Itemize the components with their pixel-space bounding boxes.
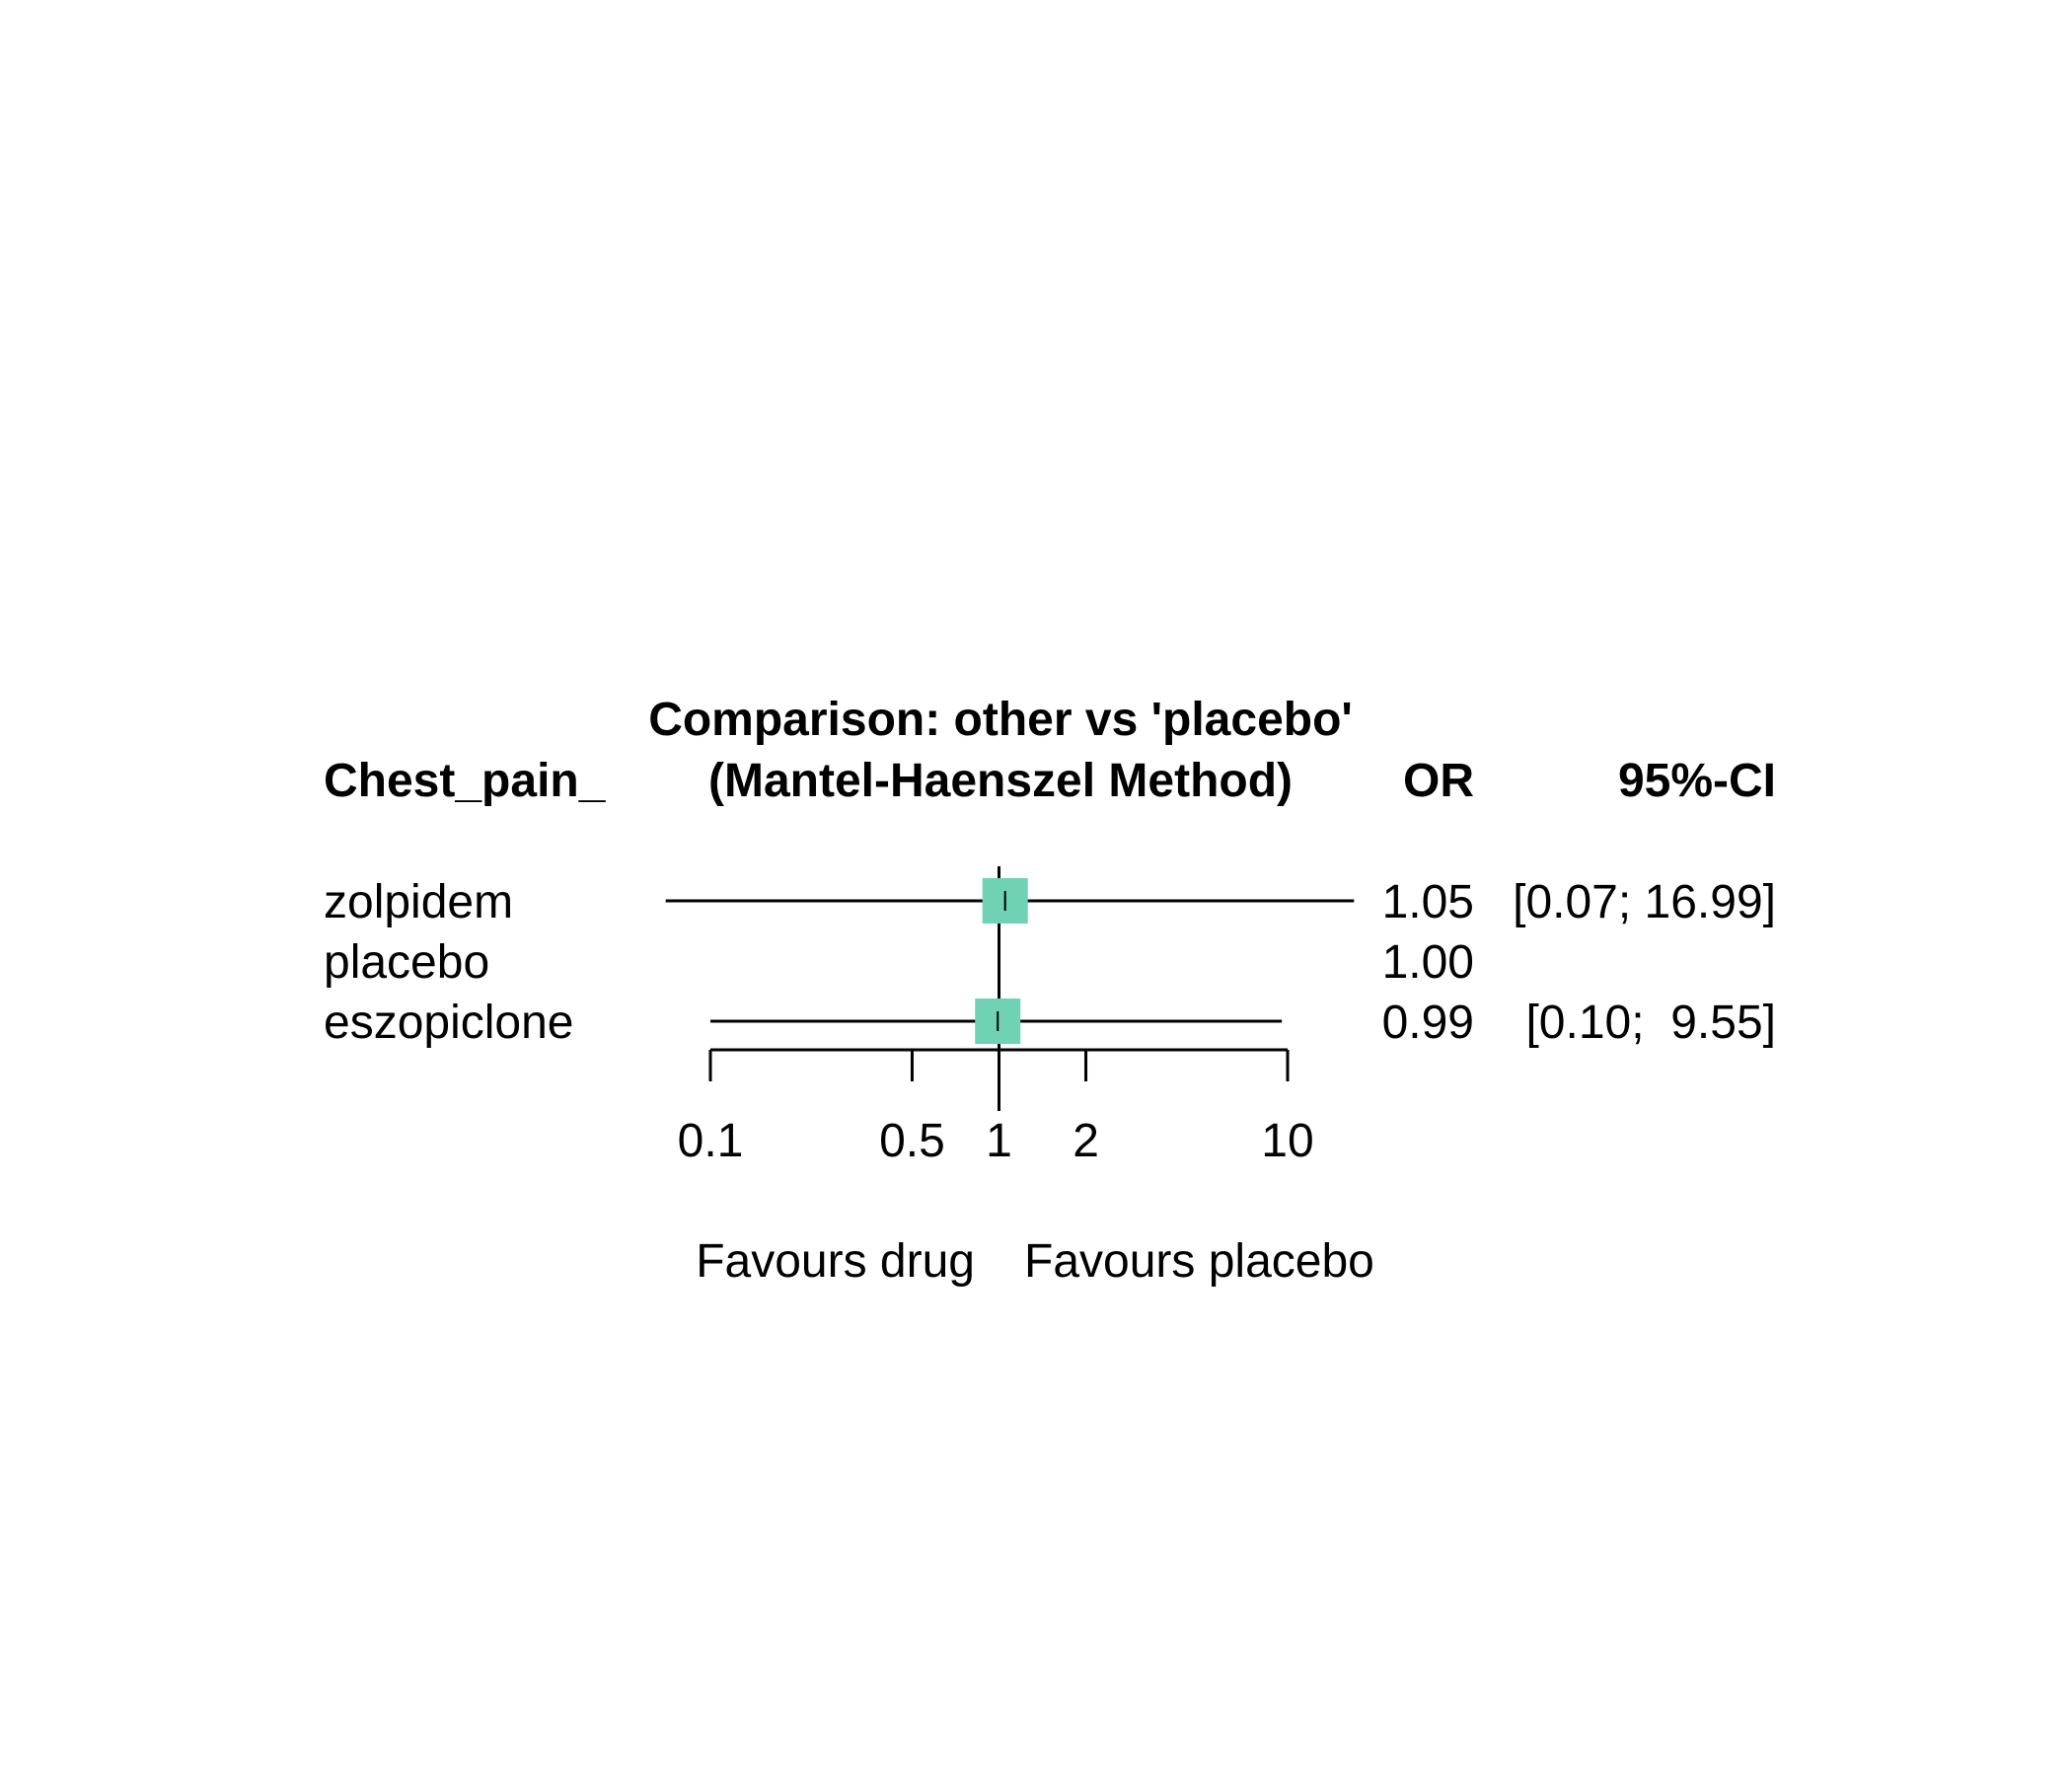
header-or: OR bbox=[1403, 755, 1474, 807]
row-or-value: 1.05 bbox=[1382, 876, 1474, 928]
rows-layer: zolpidem 1.05 [0.07; 16.99] placebo 1.00 eszo… bbox=[324, 866, 1776, 1111]
x-axis: 0.1 0.5 1 2 10 bbox=[678, 1048, 1314, 1167]
forest-row: zolpidem 1.05 [0.07; 16.99] bbox=[324, 876, 1776, 928]
row-label: eszopiclone bbox=[324, 997, 574, 1049]
forest-row: placebo 1.00 bbox=[324, 936, 1474, 989]
x-tick-label: 0.1 bbox=[678, 1115, 744, 1167]
x-tick-label: 0.5 bbox=[879, 1115, 945, 1167]
x-tick-label: 1 bbox=[986, 1115, 1012, 1167]
header-ci: 95%-CI bbox=[1618, 755, 1776, 807]
title-line-1: Comparison: other vs 'placebo' bbox=[648, 694, 1353, 746]
row-label: zolpidem bbox=[324, 876, 513, 928]
x-tick-label: 2 bbox=[1073, 1115, 1099, 1167]
row-ci-value: [0.10; 9.55] bbox=[1525, 997, 1776, 1049]
favours-right-label: Favours placebo bbox=[1024, 1235, 1374, 1288]
favours-left-label: Favours drug bbox=[696, 1235, 975, 1288]
x-tick-label: 10 bbox=[1261, 1115, 1313, 1167]
forest-row: eszopiclone 0.99 [0.10; 9.55] bbox=[324, 997, 1776, 1049]
title-line-2: (Mantel-Haenszel Method) bbox=[708, 755, 1293, 807]
row-or-value: 1.00 bbox=[1382, 936, 1474, 989]
row-ci-value: [0.07; 16.99] bbox=[1513, 876, 1776, 928]
row-or-value: 0.99 bbox=[1382, 997, 1474, 1049]
row-label: placebo bbox=[324, 936, 489, 989]
header-label: Chest_pain_ bbox=[324, 755, 607, 807]
